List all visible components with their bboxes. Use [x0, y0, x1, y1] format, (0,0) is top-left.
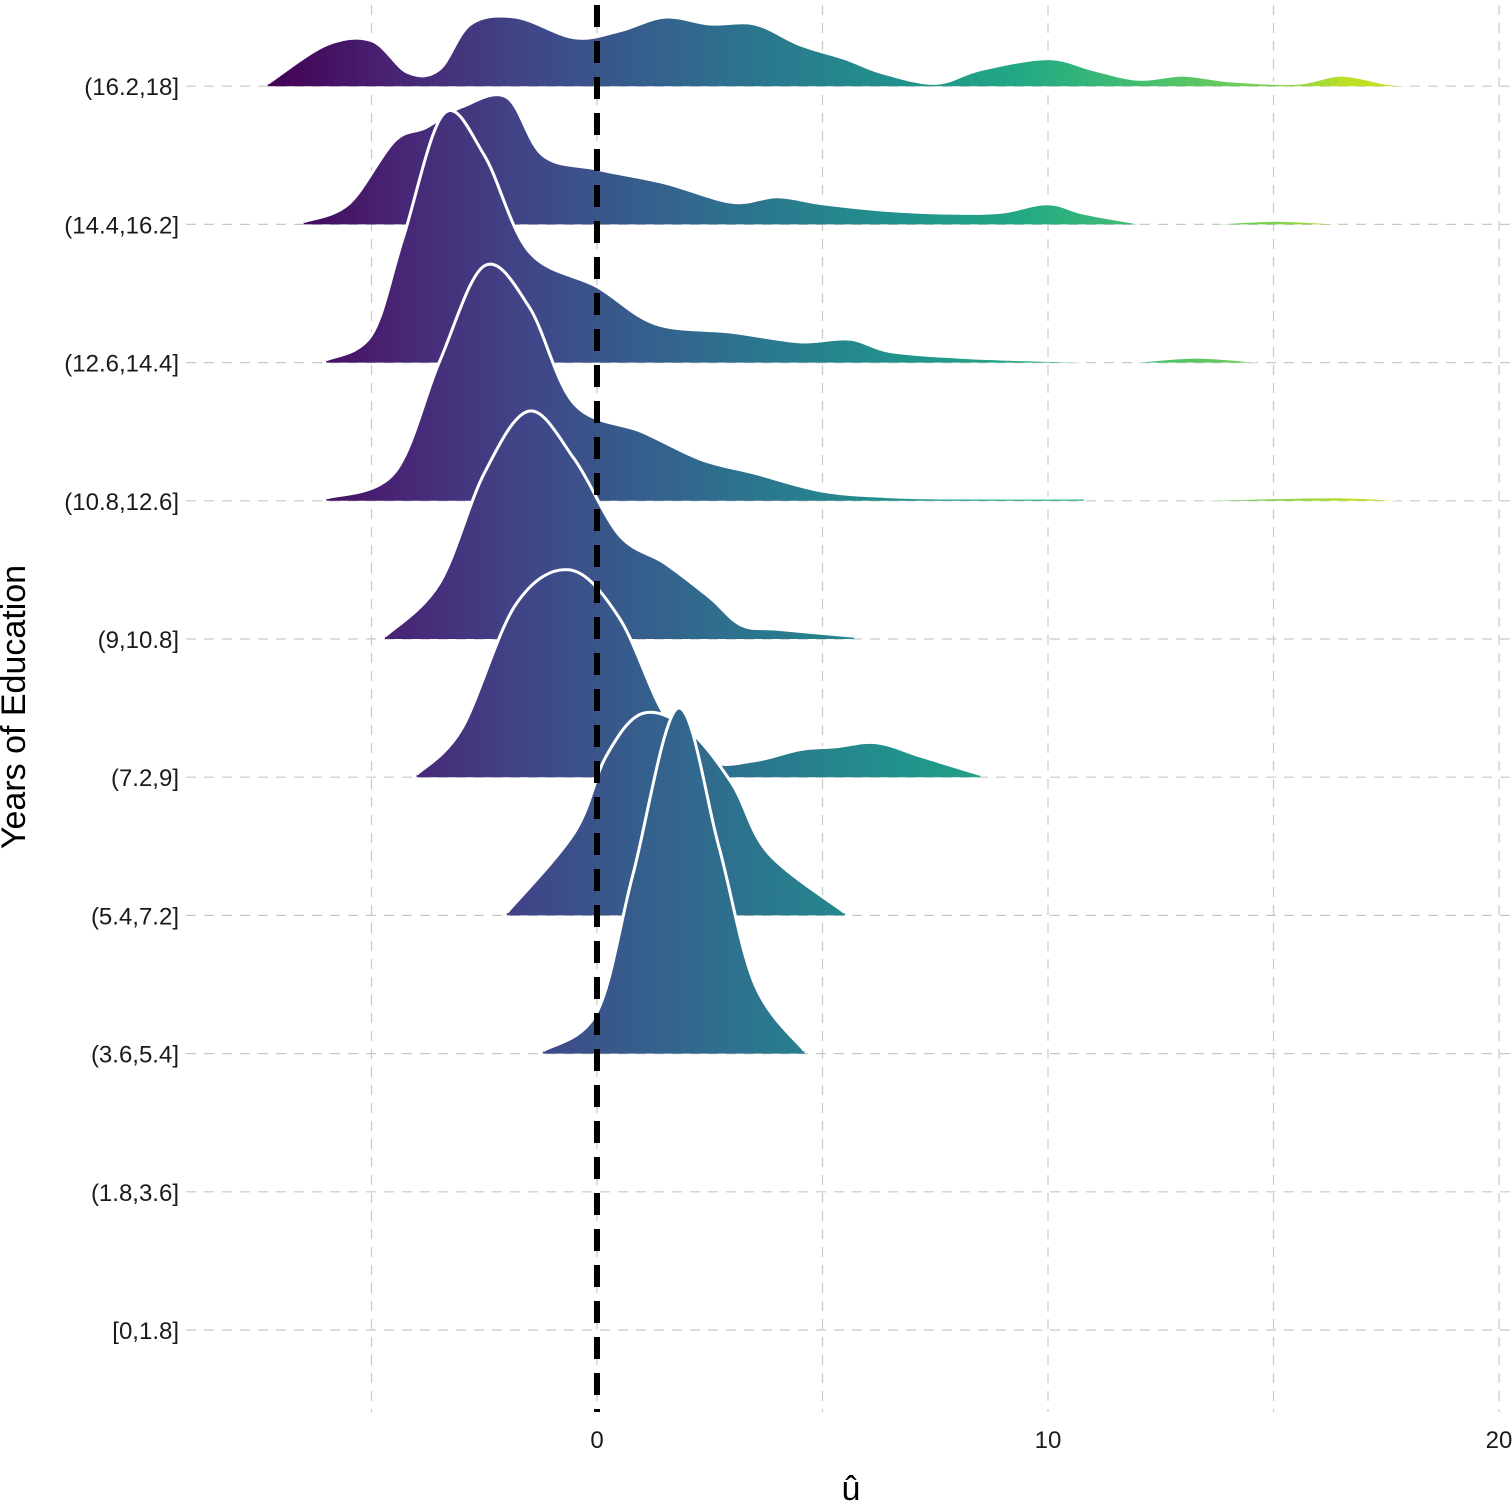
density-ridge-outline [266, 14, 1409, 87]
y-tick-label: [0,1.8] [112, 1318, 179, 1345]
density-ridge [416, 569, 981, 778]
y-tick-label: (3.6,5.4] [91, 1042, 179, 1069]
density-ridge [542, 707, 805, 1054]
density-ridge-outline [325, 262, 1085, 500]
density-ridge-outline [325, 109, 1080, 363]
density-ridge-outline [1219, 218, 1337, 225]
y-tick-label: (9,10.8] [98, 627, 179, 654]
x-tick-label: 20 [1486, 1427, 1512, 1454]
density-ridge [1138, 357, 1256, 363]
y-tick-label: (10.8,12.6] [64, 489, 179, 516]
density-ridge [326, 110, 1080, 363]
x-axis-title: û [842, 1470, 861, 1508]
density-ridge [303, 94, 1139, 225]
y-axis-title: Years of Education [0, 565, 33, 849]
density-ridge [267, 15, 1409, 87]
density-ridges [266, 14, 1409, 1054]
density-ridge-outline [303, 93, 1139, 225]
y-tick-label: (12.6,14.4] [64, 351, 179, 378]
x-tick-label: 0 [590, 1427, 603, 1454]
x-tick-label: 10 [1035, 1427, 1062, 1454]
density-ridge-outline [1138, 355, 1256, 363]
density-ridge-outline [383, 409, 855, 638]
density-ridge-outline [542, 706, 806, 1053]
y-tick-label: (16.2,18] [84, 74, 179, 101]
y-tick-label: (5.4,7.2] [91, 903, 179, 930]
y-tick-label: (7.2,9] [111, 765, 179, 792]
density-ridge [385, 410, 855, 639]
y-tick-label: (1.8,3.6] [91, 1180, 179, 1207]
density-ridge-outline [505, 710, 846, 914]
y-tick-labels: [0,1.8] (1.8,3.6] (3.6,5.4] (5.4,7.2] (7.2,9… [64, 74, 179, 1345]
density-ridge-outline [1205, 495, 1396, 501]
y-tick-label: (14.4,16.2] [64, 212, 179, 239]
x-tick-labels: 0 10 20 [590, 1427, 1512, 1454]
